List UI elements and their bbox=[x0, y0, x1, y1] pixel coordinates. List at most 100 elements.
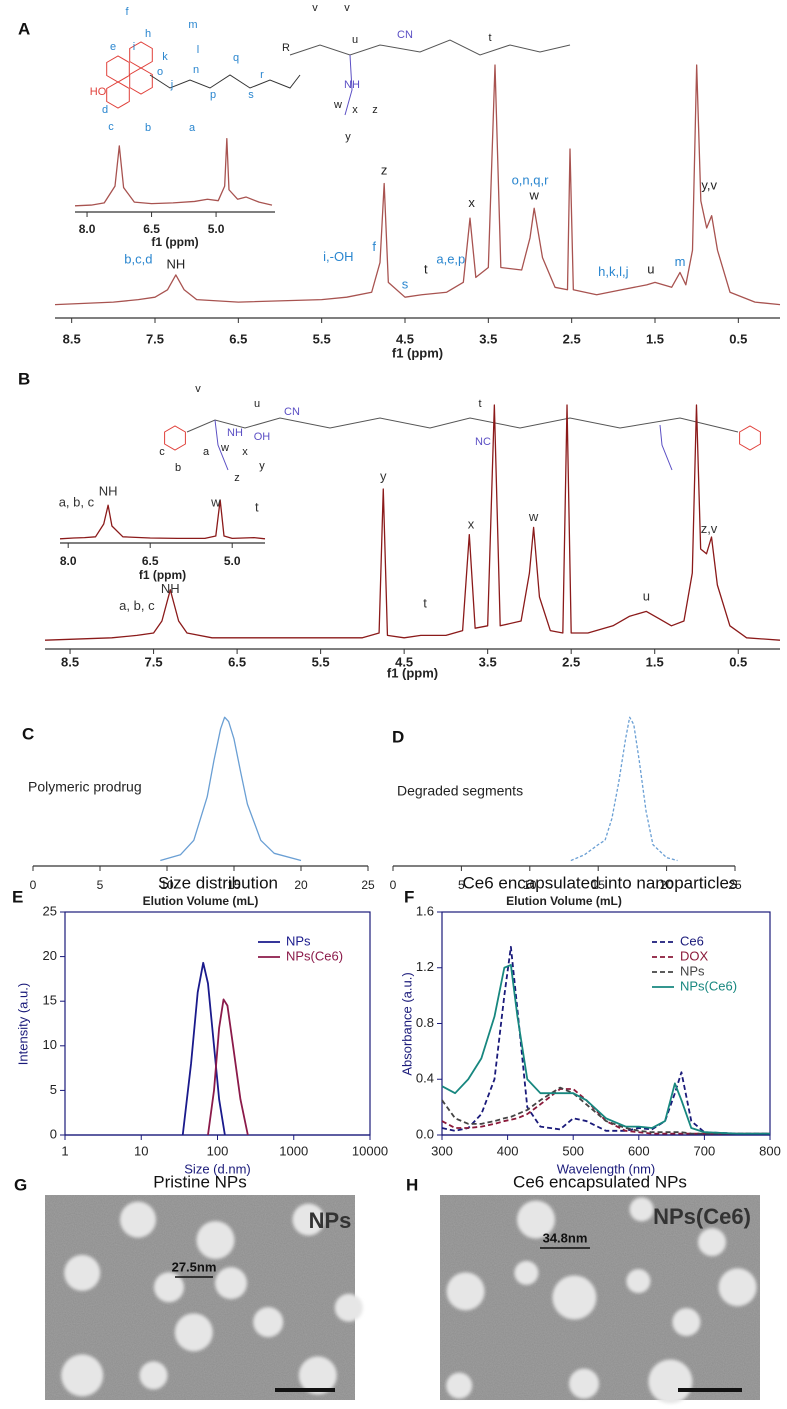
structure-label: r bbox=[260, 69, 264, 81]
chart-title: Ce6 encapsulated into nanoparticles bbox=[462, 873, 737, 892]
structure-label: CN bbox=[397, 29, 413, 41]
series-line bbox=[54, 64, 781, 306]
x-tick-label: 10 bbox=[523, 878, 537, 892]
peak-annotation: t bbox=[423, 596, 427, 611]
x-tick-label: 8.0 bbox=[79, 222, 96, 236]
particle bbox=[629, 1197, 654, 1222]
chart-label: Polymeric prodrug bbox=[28, 779, 142, 795]
x-tick-label: 0.5 bbox=[729, 654, 747, 669]
chart-title: Pristine NPs bbox=[153, 1172, 247, 1191]
peak-annotation: z,v bbox=[701, 521, 718, 536]
peak-annotation: NH bbox=[99, 483, 118, 498]
x-tick-label: 700 bbox=[694, 1143, 716, 1158]
x-tick-label: 4.5 bbox=[396, 331, 414, 346]
peak-annotation: a, b, c bbox=[59, 495, 95, 510]
x-tick-label: 1.5 bbox=[646, 654, 664, 669]
x-tick-label: 6.5 bbox=[229, 331, 247, 346]
x-tick-label: 6.5 bbox=[228, 654, 246, 669]
x-tick-label: 600 bbox=[628, 1143, 650, 1158]
peak-annotation: x bbox=[468, 195, 475, 210]
x-tick-label: 4.5 bbox=[395, 654, 413, 669]
series-line bbox=[160, 716, 302, 862]
structure-label: R bbox=[282, 42, 290, 54]
panel-label: E bbox=[12, 887, 23, 906]
structure-label: b bbox=[175, 462, 181, 474]
x-tick-label: 15 bbox=[592, 878, 606, 892]
structure-label: l bbox=[197, 44, 199, 56]
image-label: NPs(Ce6) bbox=[653, 1204, 751, 1229]
structure-label: k bbox=[162, 51, 168, 63]
structure-label: y bbox=[345, 131, 351, 143]
x-tick-label: 20 bbox=[660, 878, 674, 892]
x-axis-label: Size (d.nm) bbox=[184, 1161, 250, 1176]
x-axis-label: f1 (ppm) bbox=[139, 568, 186, 582]
y-tick-label: 15 bbox=[43, 993, 57, 1008]
plot-frame bbox=[441, 911, 771, 1136]
panel-label: A bbox=[18, 19, 30, 38]
particle bbox=[298, 1356, 337, 1395]
x-tick-label: 5.0 bbox=[224, 554, 241, 568]
structure-ring bbox=[106, 55, 130, 83]
size-label: 34.8nm bbox=[543, 1230, 588, 1245]
chart-title: Ce6 encapsulated NPs bbox=[513, 1172, 687, 1191]
y-tick-label: 1.2 bbox=[416, 959, 434, 974]
structure-label: i bbox=[133, 41, 135, 53]
x-tick-label: 8.0 bbox=[60, 554, 77, 568]
structure-ring bbox=[129, 67, 153, 95]
x-tick-label: 6.5 bbox=[143, 222, 160, 236]
peak-annotation: u bbox=[643, 588, 650, 603]
structure-label: e bbox=[110, 41, 116, 53]
x-tick-label: 7.5 bbox=[145, 654, 163, 669]
particle bbox=[64, 1254, 101, 1291]
legend-label: NPs(Ce6) bbox=[286, 948, 343, 963]
structure-chain bbox=[659, 424, 673, 471]
peak-annotation: NH bbox=[166, 257, 185, 272]
structure-label: NH bbox=[344, 79, 360, 91]
structure-chain bbox=[344, 54, 353, 116]
x-tick-label: 100 bbox=[207, 1143, 229, 1158]
x-tick-label: 10 bbox=[134, 1143, 148, 1158]
structure-label: v bbox=[312, 2, 318, 14]
structure-label: y bbox=[259, 460, 265, 472]
structure-label: t bbox=[488, 32, 491, 44]
particle bbox=[648, 1359, 693, 1404]
structure-label: a bbox=[203, 446, 210, 458]
structure-label: w bbox=[220, 442, 229, 454]
y-axis-label: Absorbance (a.u.) bbox=[399, 972, 414, 1075]
structure-chain bbox=[149, 74, 301, 89]
particle bbox=[552, 1275, 597, 1320]
x-tick-label: 5.5 bbox=[312, 654, 330, 669]
particle bbox=[514, 1260, 539, 1285]
structure-label: OH bbox=[254, 431, 271, 443]
particle bbox=[334, 1293, 363, 1322]
structure-label: z bbox=[234, 472, 240, 484]
x-axis-label: f1 (ppm) bbox=[151, 235, 198, 249]
x-axis-label: Elution Volume (mL) bbox=[143, 894, 259, 908]
peak-annotation: a, b, c bbox=[119, 598, 155, 613]
y-tick-label: 20 bbox=[43, 948, 57, 963]
x-tick-label: 300 bbox=[431, 1143, 453, 1158]
structure-ring bbox=[739, 425, 761, 451]
particle bbox=[446, 1372, 473, 1399]
tem-image bbox=[45, 1195, 363, 1400]
particle bbox=[626, 1269, 651, 1294]
peak-annotation: w bbox=[210, 495, 221, 510]
particle bbox=[253, 1307, 284, 1338]
tem-grain bbox=[440, 1195, 760, 1400]
structure-label: t bbox=[478, 398, 481, 410]
series-line bbox=[181, 961, 226, 1136]
x-tick-label: 3.5 bbox=[479, 331, 497, 346]
series-line bbox=[441, 1088, 770, 1135]
peak-annotation: NH bbox=[161, 581, 180, 596]
structure-label: n bbox=[193, 64, 199, 76]
peak-annotation: o,n,q,r bbox=[512, 173, 550, 188]
x-tick-label: 6.5 bbox=[142, 554, 159, 568]
peak-annotation: s bbox=[402, 276, 409, 291]
structure-chain bbox=[214, 419, 229, 471]
structure-ring bbox=[164, 425, 186, 451]
x-tick-label: 0 bbox=[30, 878, 37, 892]
x-tick-label: 2.5 bbox=[562, 654, 580, 669]
structure-label: v bbox=[344, 2, 350, 14]
x-tick-label: 7.5 bbox=[146, 331, 164, 346]
